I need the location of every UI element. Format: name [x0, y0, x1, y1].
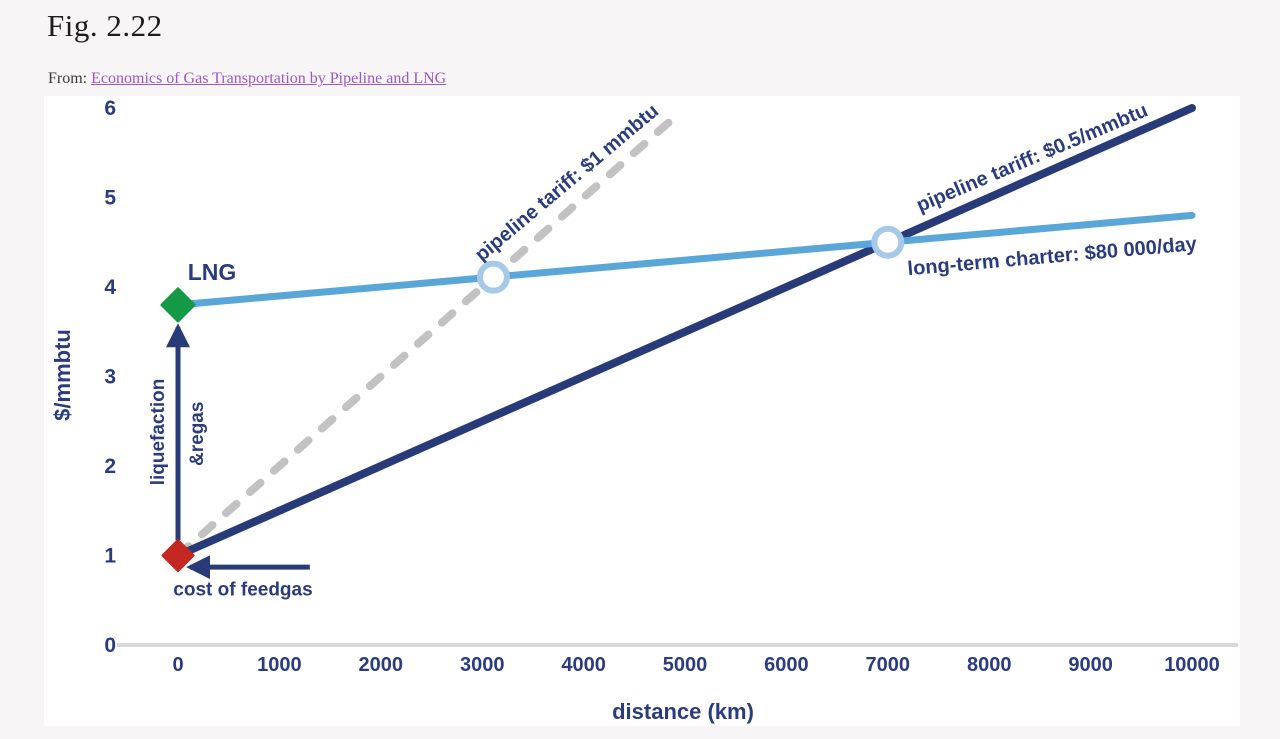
source-link[interactable]: Economics of Gas Transportation by Pipel… [91, 70, 447, 87]
x-tick-label-7000: 7000 [866, 654, 911, 676]
marker-breakeven-lng-vs-1mmbtu [476, 260, 510, 294]
x-tick-label-2000: 2000 [359, 654, 404, 676]
x-tick-label-8000: 8000 [967, 654, 1012, 676]
x-tick-label-4000: 4000 [561, 654, 606, 676]
source-line: From: Economics of Gas Transportation by… [48, 70, 446, 88]
series-line-lng-charter [174, 211, 1196, 309]
series-line-pipeline-tariff-05mmbtu [174, 104, 1196, 560]
y-tick-label-1: 1 [104, 545, 116, 568]
y-tick-label-5: 5 [104, 187, 116, 210]
marker-breakeven-lng-vs-05mmbtu [871, 225, 905, 259]
x-tick-label-1000: 1000 [257, 654, 302, 676]
annotation-liquefaction-label: liquefaction [148, 379, 169, 486]
x-axis-title: distance (km) [612, 699, 754, 724]
chart-background [44, 96, 1240, 726]
annotation-feedgas-label: cost of feedgas [173, 580, 312, 601]
series-line-pipeline-tariff-1mmbtu [174, 112, 679, 560]
y-tick-label-3: 3 [104, 366, 116, 389]
annotation-regas-label: &regas [187, 402, 208, 466]
x-tick-label-5000: 5000 [663, 654, 708, 676]
chart-svg: 0 1000 2000 3000 4000 5000 6000 7000 8000 9000 100… [44, 96, 1240, 726]
marker-lng-start-diamond [160, 287, 196, 323]
y-axis-title: $/mmbtu [50, 329, 75, 421]
x-tick-label-10000: 10000 [1164, 654, 1220, 676]
x-tick-label-9000: 9000 [1068, 654, 1113, 676]
source-prefix: From: [48, 70, 92, 87]
x-tick-label-3000: 3000 [460, 654, 505, 676]
annotation-lng-label: LNG [188, 259, 237, 285]
x-tick-label-0: 0 [172, 654, 183, 676]
y-tick-label-4: 4 [104, 276, 116, 299]
y-tick-label-6: 6 [104, 97, 116, 120]
marker-feedgas-diamond [161, 539, 195, 572]
x-tick-label-6000: 6000 [764, 654, 809, 676]
y-tick-label-2: 2 [104, 455, 116, 478]
y-tick-label-0: 0 [104, 634, 116, 657]
figure-title: Fig. 2.22 [47, 8, 163, 43]
